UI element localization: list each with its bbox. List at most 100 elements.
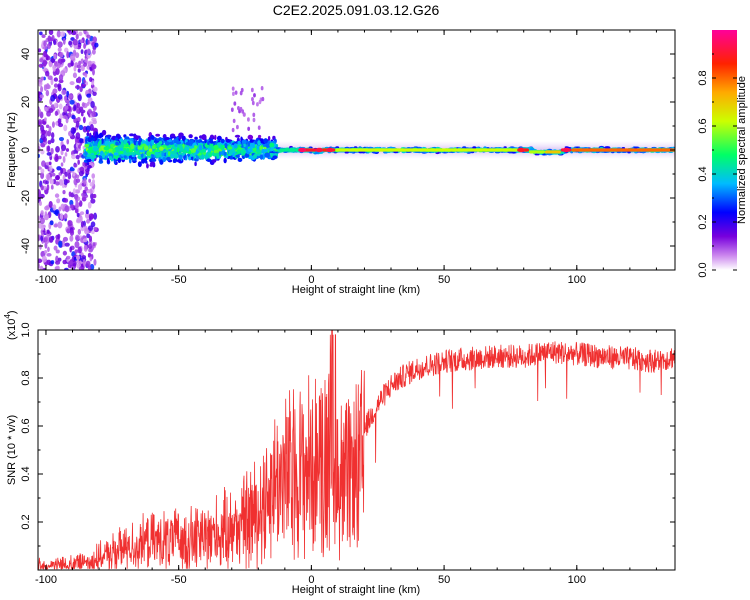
heatmap-cell [45, 89, 50, 97]
heatmap-cell [71, 114, 76, 120]
heatmap-cell [86, 161, 90, 166]
heatmap-cell [86, 218, 90, 224]
heatmap-cell [74, 249, 78, 254]
heatmap-cell [57, 233, 61, 240]
heatmap-cell [77, 246, 82, 254]
heatmap-cell [188, 155, 191, 161]
heatmap-cell [48, 200, 53, 209]
heatmap-cell [53, 53, 57, 60]
heatmap-cell [48, 126, 52, 133]
heatmap-cell [232, 118, 236, 124]
heatmap-cell [87, 39, 90, 45]
heatmap-cell [42, 67, 48, 72]
heatmap-cell [60, 31, 66, 38]
heatmap-cell [57, 118, 62, 125]
heatmap-cell [79, 39, 84, 44]
heatmap-cell [49, 220, 54, 225]
heatmap-cell [209, 143, 214, 147]
snr-y-multiplier: (x104) [3, 310, 18, 340]
heatmap-cell [201, 134, 207, 141]
heatmap-cell [223, 151, 227, 157]
spectrogram-ticks: -100 -50 0 50 100 -40 -20 0 20 40 [20, 29, 675, 286]
heatmap-cell [103, 146, 110, 151]
x-tick-label: -50 [171, 274, 187, 286]
heatmap-cell [176, 147, 180, 153]
heatmap-cell [76, 217, 81, 223]
heatmap-cell [85, 125, 91, 132]
heatmap-cell [74, 174, 80, 179]
heatmap-core [335, 148, 519, 152]
heatmap-core [571, 148, 675, 152]
heatmap-cell [53, 39, 57, 46]
chart-title: C2E2.2025.091.03.12.G26 [273, 2, 440, 18]
heatmap-cell [53, 83, 58, 88]
heatmap-cell [272, 155, 278, 160]
y-tick-label: 0.2 [20, 514, 32, 529]
heatmap-cell [38, 258, 43, 264]
heatmap-cell [207, 147, 212, 152]
heatmap-cell [233, 101, 237, 106]
colorbar-tick-label: 0.8 [697, 70, 709, 85]
heatmap-cell [77, 183, 83, 191]
heatmap-cell [171, 150, 176, 155]
heatmap-cell [161, 151, 165, 157]
heatmap-cell [66, 90, 70, 98]
heatmap-cell [216, 135, 222, 141]
heatmap-cell [38, 192, 42, 198]
heatmap-cell [78, 170, 84, 177]
heatmap-cell [79, 211, 85, 216]
heatmap-cell [146, 141, 150, 146]
heatmap-cell [91, 110, 97, 118]
heatmap-cell [40, 133, 46, 141]
heatmap-cell [232, 152, 235, 158]
heatmap-cell [201, 154, 205, 160]
heatmap-cell [225, 154, 229, 158]
heatmap-cell [107, 134, 111, 140]
heatmap-cell [48, 30, 54, 36]
heatmap-cell [86, 101, 90, 106]
heatmap-cell [87, 154, 92, 158]
heatmap-cell [75, 120, 80, 128]
heatmap-cell [194, 136, 198, 140]
heatmap-cell [46, 43, 51, 50]
y-tick-label: 0.8 [20, 370, 32, 385]
heatmap-cell [251, 96, 254, 102]
heatmap-cell [62, 189, 66, 195]
heatmap-cell [62, 250, 68, 256]
heatmap-cell [46, 252, 52, 257]
heatmap-cell [257, 134, 262, 138]
heatmap-cell [174, 146, 177, 153]
heatmap-cell [62, 236, 69, 242]
heatmap-cell [86, 158, 92, 163]
heatmap-cell [53, 210, 59, 215]
heatmap-cell [211, 159, 217, 162]
heatmap-cell [80, 112, 84, 117]
heatmap-cell [57, 47, 62, 53]
heatmap-cell [55, 181, 60, 186]
heatmap-cell [252, 154, 257, 159]
heatmap-cell [162, 156, 167, 162]
heatmap-cell [269, 142, 275, 148]
heatmap-cell [75, 234, 80, 241]
heatmap-cell [101, 153, 106, 159]
heatmap-cell [113, 152, 119, 156]
heatmap-cell [85, 260, 91, 268]
heatmap-cell [254, 140, 258, 145]
snr-ticks: -100 -50 0 50 100 0.2 0.4 0.6 0.8 1.0 [20, 322, 675, 586]
heatmap-cell [41, 226, 45, 231]
heatmap-cell [159, 152, 162, 158]
heatmap-cell [56, 166, 62, 171]
heatmap-cell [72, 72, 77, 79]
heatmap-cell [69, 246, 73, 253]
heatmap-cell [542, 153, 546, 156]
heatmap-cell [84, 186, 88, 191]
heatmap-cell [67, 220, 73, 227]
heatmap-cell [237, 140, 241, 146]
heatmap-cell [90, 149, 94, 154]
snr-x-axis-title: Height of straight line (km) [292, 584, 420, 596]
heatmap-cell [89, 132, 92, 139]
heatmap-cell [99, 158, 103, 162]
heatmap-cell [167, 151, 171, 157]
heatmap-cell [85, 137, 88, 144]
heatmap-cell [151, 153, 155, 158]
